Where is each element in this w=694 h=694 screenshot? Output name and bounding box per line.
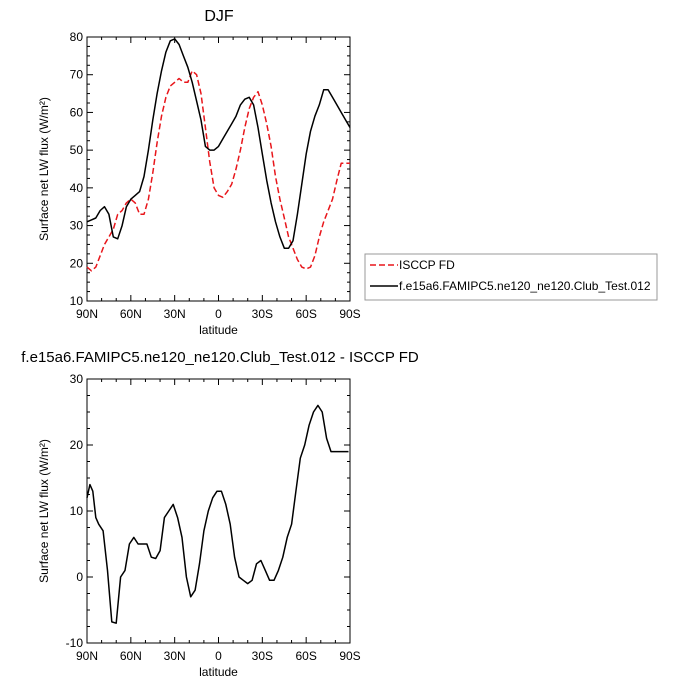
y-tick-label: 20 — [70, 438, 84, 452]
x-tick-label: 90N — [76, 307, 98, 321]
x-tick-label: 0 — [215, 649, 222, 663]
y-tick-label: 70 — [70, 68, 84, 82]
x-tick-label: 30S — [252, 307, 273, 321]
x-tick-label: 90S — [339, 307, 360, 321]
y-tick-label: 40 — [70, 181, 84, 195]
x-tick-label: 60N — [120, 649, 142, 663]
y-tick-label: 10 — [70, 294, 84, 308]
x-tick-label: 60S — [295, 649, 316, 663]
x-tick-label: 60S — [295, 307, 316, 321]
x-tick-label: 30S — [252, 649, 273, 663]
y-tick-label: 30 — [70, 372, 84, 386]
y-tick-label: 20 — [70, 256, 84, 270]
x-axis-label: latitude — [199, 323, 238, 337]
y-tick-label: -10 — [66, 636, 84, 650]
y-tick-label: 80 — [70, 30, 84, 44]
x-tick-label: 60N — [120, 307, 142, 321]
top-chart: 10 20 30 40 50 60 70 80 90N 60N 30N 0 30S 60S 90S latit… — [37, 30, 361, 337]
legend-box — [364, 253, 658, 301]
y-tick-label: 0 — [76, 570, 83, 584]
y-tick-label: 60 — [70, 105, 84, 119]
x-tick-label: 90N — [76, 649, 98, 663]
y-tick-label: 50 — [70, 143, 84, 157]
plot-frame — [86, 36, 351, 302]
top-chart-title: DJF — [204, 8, 234, 25]
x-tick-label: 0 — [215, 307, 222, 321]
series-line-model — [86, 404, 349, 624]
x-tick-label: 90S — [339, 649, 360, 663]
x-tick-label: 30N — [164, 649, 186, 663]
x-axis-label: latitude — [199, 665, 238, 679]
y-axis-label: Surface net LW flux (W/m²) — [37, 97, 51, 241]
series-line-model — [86, 38, 351, 249]
x-tick-label: 30N — [164, 307, 186, 321]
legend-label-model: f.e15a6.FAMIPC5.ne120_ne120.Club_Test.01… — [399, 279, 651, 293]
y-tick-label: 30 — [70, 219, 84, 233]
legend: ISCCP FD f.e15a6.FAMIPC5.ne120_ne120.Clu… — [364, 253, 658, 301]
bottom-chart: -10 0 10 20 30 90N 60N 30N 0 30S 60S 90S latitude Sur… — [37, 372, 361, 679]
series-line-isccp — [86, 70, 350, 272]
y-axis-label: Surface net LW flux (W/m²) — [37, 439, 51, 583]
bottom-chart-title: f.e15a6.FAMIPC5.ne120_ne120.Club_Test.01… — [21, 349, 419, 366]
legend-label-isccp: ISCCP FD — [399, 258, 455, 272]
y-tick-label: 10 — [70, 504, 84, 518]
